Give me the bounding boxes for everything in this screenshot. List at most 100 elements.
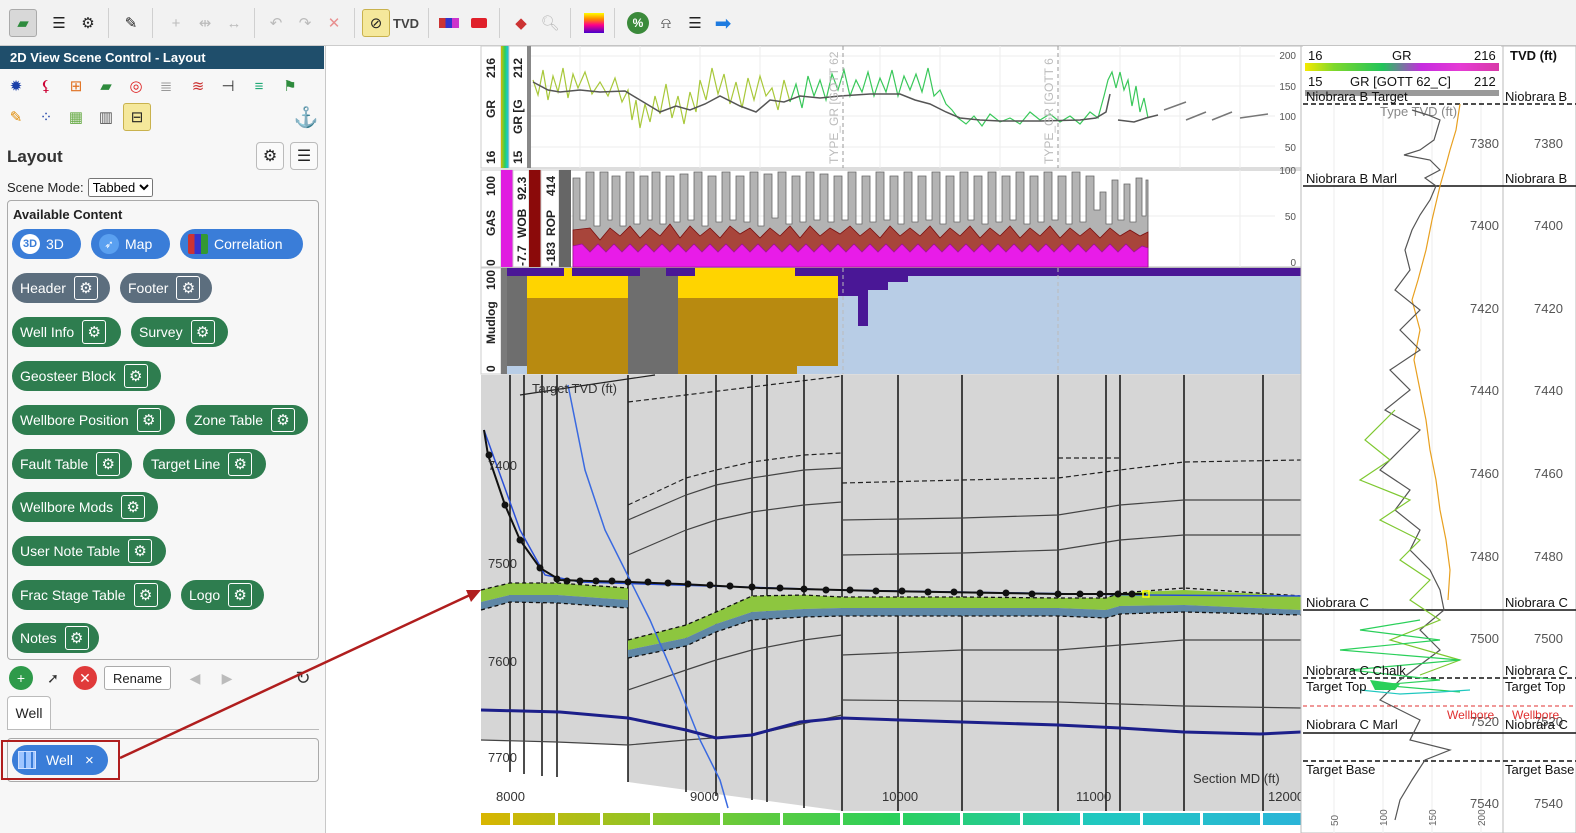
alarm-icon[interactable]: ⍾ <box>661 14 671 32</box>
gradient-icon[interactable] <box>580 9 608 37</box>
refresh-icon[interactable]: ↻ <box>295 667 311 688</box>
gear-icon[interactable]: ⚙ <box>190 320 215 344</box>
remove-icon[interactable]: ✕ <box>73 666 97 690</box>
gear-icon[interactable]: ⚙ <box>73 276 98 300</box>
layout-settings-gear-icon[interactable]: ⚙ <box>256 142 284 170</box>
points-icon[interactable]: ⁘ <box>39 109 53 126</box>
chip-user-note-table[interactable]: User Note Table ⚙ <box>12 536 166 566</box>
align-icon[interactable]: ☰ <box>688 15 702 32</box>
list-icon[interactable]: ☰ <box>52 15 66 32</box>
layout-actions: + ➚ ✕ Rename ◀ ▶ ↻ <box>7 666 319 692</box>
chip-well-info[interactable]: Well Info ⚙ <box>12 317 121 347</box>
grid-icon[interactable]: ⊞ <box>69 78 83 95</box>
cube-icon[interactable]: ◆ <box>515 15 527 32</box>
chip-logo[interactable]: Logo ⚙ <box>181 580 264 610</box>
gear-icon[interactable]: ⚙ <box>228 583 253 607</box>
gear-blue-icon[interactable]: ✹ <box>9 78 23 95</box>
chip-map[interactable]: ➶ Map <box>91 229 170 259</box>
anchor-icon[interactable]: ⚓ <box>293 106 319 129</box>
tvd-icon[interactable]: TVD <box>392 9 420 37</box>
md-tick: 9000 <box>690 789 719 804</box>
gr-axis-tick: 100 <box>1279 112 1296 123</box>
tab-well[interactable]: Well <box>7 696 51 729</box>
gear-icon[interactable]: ⚙ <box>64 626 89 650</box>
layout-list-icon[interactable]: ☰ <box>290 142 318 170</box>
gear-icon[interactable]: ⚙ <box>123 364 148 388</box>
2d-layer-icon[interactable]: ▰ <box>100 78 112 95</box>
map-icon[interactable]: ▦ <box>68 109 84 126</box>
main-toolbar: ▰ ☰ ⚙ ✎ + ⇹ ↔ ↶ ↷ ✕ ⊘ TVD ◆ 🔍︎ % ⍾ ☰ ➡ <box>0 0 1576 46</box>
table-icon[interactable]: ▥ <box>98 109 114 126</box>
scene-mode-select[interactable]: Tabbed <box>87 178 153 197</box>
2d-view-icon[interactable]: ▰ <box>9 9 37 37</box>
pencil-icon[interactable]: ✎ <box>124 15 138 32</box>
marker-icon[interactable]: ⊣ <box>221 78 235 95</box>
gear-icon[interactable]: ⚙ <box>176 276 201 300</box>
undo-icon[interactable]: ↶ <box>269 15 283 32</box>
search-icon[interactable]: 🔍︎ <box>540 15 560 32</box>
zones-icon[interactable]: ≡ <box>254 77 264 95</box>
chip-wellbore-mods[interactable]: Wellbore Mods ⚙ <box>12 492 158 522</box>
rop-name: ROP <box>544 210 558 236</box>
chip-3d[interactable]: 3D 3D <box>12 229 81 259</box>
wells-icon[interactable]: ⚸ <box>40 78 52 95</box>
chip-survey[interactable]: Survey ⚙ <box>131 317 228 347</box>
gear-icon[interactable]: ⚙ <box>133 583 158 607</box>
gr-track-max: 216 <box>484 58 498 78</box>
gear-icon[interactable]: ⚙ <box>228 452 253 476</box>
chip-header[interactable]: Header ⚙ <box>12 273 110 303</box>
layers-icon[interactable]: ≣ <box>159 78 173 95</box>
gear-icon[interactable]: ⚙ <box>271 408 296 432</box>
split-icon[interactable]: ⇹ <box>198 15 212 32</box>
add-point-icon[interactable]: + <box>171 14 181 32</box>
close-icon[interactable]: × <box>84 751 94 769</box>
type-log-panel: 16 GR 216 15 GR [GOTT 62_C] 212 TVD (ft)… <box>1300 45 1576 833</box>
arrow-left-icon[interactable]: ◀ <box>189 669 201 686</box>
chip-notes[interactable]: Notes ⚙ <box>12 623 99 653</box>
target-icon[interactable]: ◎ <box>129 78 143 95</box>
color-blocks-icon[interactable] <box>435 9 463 37</box>
chip-frac-stage-table[interactable]: Frac Stage Table ⚙ <box>12 580 171 610</box>
gear-icon[interactable]: ⚙ <box>96 452 121 476</box>
layout-icon[interactable]: ⊟ <box>123 103 151 131</box>
rocket-icon[interactable]: ➚ <box>47 669 59 686</box>
add-icon[interactable]: + <box>9 666 33 690</box>
gear-icon[interactable]: ⚙ <box>82 320 107 344</box>
layout-heading: Layout <box>7 147 63 166</box>
depth-tick: 7480 <box>1534 549 1563 564</box>
percent-icon[interactable]: % <box>624 9 652 37</box>
3d-icon: 3D <box>20 234 40 254</box>
chip-correlation[interactable]: Correlation <box>180 229 303 259</box>
chip-zone-table[interactable]: Zone Table ⚙ <box>186 405 308 435</box>
gear-icon[interactable]: ⚙ <box>136 408 161 432</box>
gear-icon[interactable]: ⚙ <box>121 495 146 519</box>
merge-icon[interactable]: ↔ <box>226 14 242 32</box>
depth-tick: 7460 <box>1534 466 1563 481</box>
chip-label: Zone Table <box>194 412 264 428</box>
chip-well-active[interactable]: Well × <box>12 745 108 775</box>
arrow-icon[interactable]: ➡ <box>714 12 732 35</box>
pencil-icon[interactable]: ✎ <box>9 109 23 126</box>
gr2-track-name: GR [G <box>511 99 525 134</box>
gear-icon[interactable]: ⚙ <box>128 539 153 563</box>
wob-max: 92.3 <box>515 176 529 200</box>
delete-icon[interactable]: ✕ <box>327 15 341 32</box>
chip-label: Logo <box>189 587 221 603</box>
chip-target-line[interactable]: Target Line ⚙ <box>143 449 266 479</box>
link-icon[interactable]: ⊘ <box>362 9 390 37</box>
chip-fault-table[interactable]: Fault Table ⚙ <box>12 449 132 479</box>
depth-tick: 7520 <box>1470 714 1499 729</box>
top-label-left: Niobrara C Marl <box>1306 717 1398 732</box>
scene-mode-row: Scene Mode: Tabbed <box>7 178 153 197</box>
red-block-icon[interactable] <box>465 9 493 37</box>
chip-geosteer-block[interactable]: Geosteer Block ⚙ <box>12 361 161 391</box>
chip-wellbore-position[interactable]: Wellbore Position ⚙ <box>12 405 175 435</box>
chip-footer[interactable]: Footer ⚙ <box>120 273 212 303</box>
flag-icon[interactable]: ⚑ <box>283 78 297 95</box>
gear-icon[interactable]: ⚙ <box>81 15 95 32</box>
top-label-left: Target Top <box>1306 679 1366 694</box>
horizons-icon[interactable]: ≋ <box>191 78 205 95</box>
rename-button[interactable]: Rename <box>104 666 172 690</box>
arrow-right-icon[interactable]: ▶ <box>221 669 233 686</box>
redo-icon[interactable]: ↷ <box>298 15 312 32</box>
